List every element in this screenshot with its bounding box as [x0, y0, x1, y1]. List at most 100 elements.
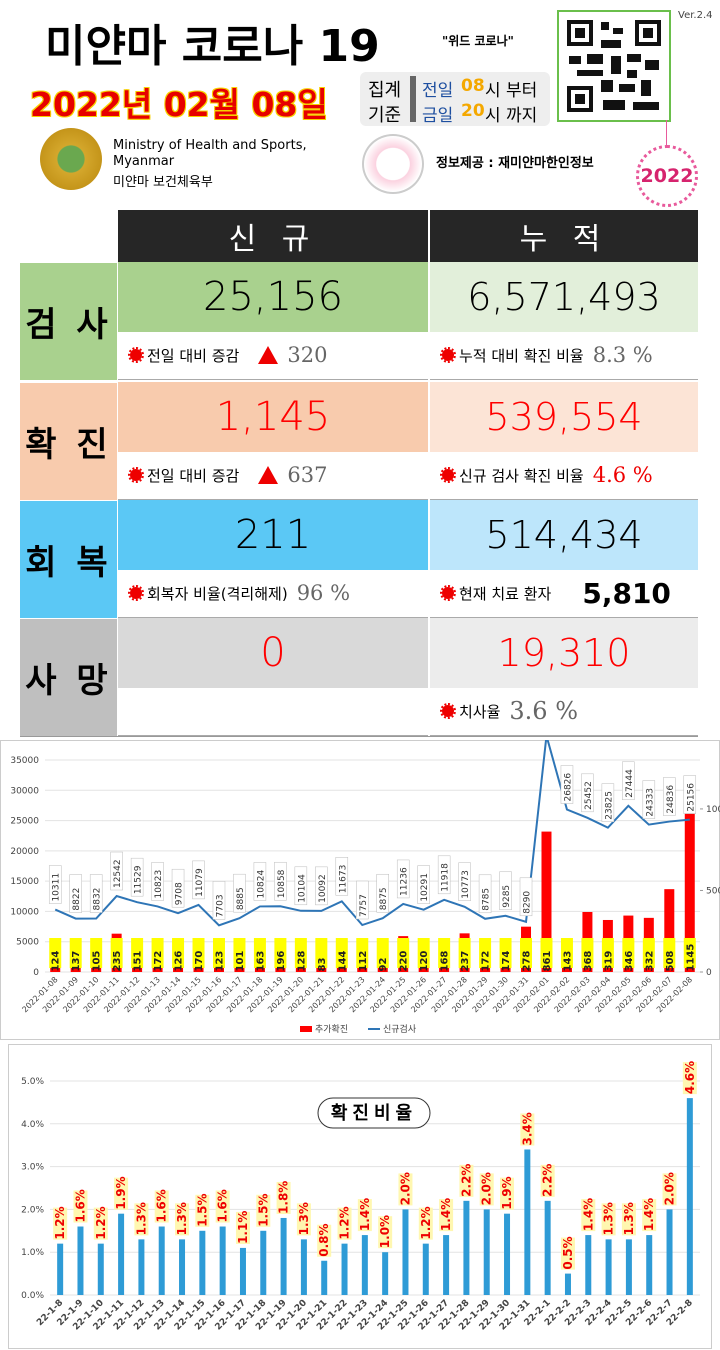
note: 치사율 3.6 % [440, 696, 578, 726]
bar [585, 1235, 592, 1295]
value-label-bg [663, 938, 676, 968]
note-icon [128, 467, 144, 483]
bar [260, 1230, 267, 1295]
value-label-bg [642, 938, 655, 968]
value-label: 101 [235, 951, 246, 972]
value-label-bg [376, 873, 389, 913]
value-label: 10824 [256, 870, 266, 899]
value-label-bg [357, 1199, 372, 1232]
bar [158, 1226, 165, 1295]
value-label: 1145 [685, 944, 696, 972]
value-label: 1.9% [114, 1176, 128, 1209]
value-label-bg [212, 881, 226, 920]
value-label-bg [458, 862, 471, 901]
new-value: 211 [118, 500, 428, 570]
value-label: 1.5% [195, 1194, 209, 1227]
bar [138, 1239, 145, 1295]
value-label-bg [378, 1216, 393, 1249]
bar [97, 1243, 104, 1295]
note-value: 8.3 % [592, 343, 653, 367]
row-divider [118, 379, 698, 380]
value-label-bg [131, 938, 144, 968]
value-label-bg [315, 866, 328, 906]
note-icon [128, 347, 144, 363]
value-label: 0.8% [317, 1223, 331, 1256]
value-label-bg [276, 1181, 291, 1214]
y-tick-label: 10000 [10, 907, 39, 917]
value-label-bg [171, 868, 185, 908]
new-value: 0 [118, 618, 428, 688]
value-label-bg [256, 1194, 271, 1227]
value-label: 278 [522, 951, 533, 972]
value-label: 4.6% [683, 1061, 697, 1094]
value-label: 1.2% [338, 1206, 352, 1239]
value-label: 1.2% [419, 1206, 433, 1239]
note-value: 320 [287, 343, 328, 367]
value-label-bg [130, 857, 144, 897]
value-label-bg [215, 1190, 230, 1223]
version: Ver.2.4 [678, 10, 713, 21]
column-header: 누 적 [430, 210, 698, 262]
value-label-bg [89, 874, 103, 913]
total-value: 514,434 [430, 500, 698, 570]
value-label-bg [540, 938, 553, 968]
chart-title: 확진비율 [331, 1103, 417, 1124]
value-label: 237 [460, 951, 471, 972]
bar [463, 1200, 470, 1295]
value-label: 174 [501, 951, 512, 972]
value-label: 2.0% [663, 1172, 677, 1205]
value-label-bg [90, 938, 103, 968]
bar [57, 1243, 64, 1295]
new-value: 25,156 [118, 262, 428, 332]
value-label-bg [662, 1173, 677, 1206]
value-label: 1.4% [439, 1198, 453, 1231]
row-label: 검 사 [20, 262, 117, 380]
value-label-bg [69, 874, 82, 913]
value-label: 2.0% [480, 1172, 494, 1205]
value-label: 27444 [625, 769, 635, 798]
period-label: 기준 [368, 105, 402, 126]
value-label-bg [500, 1177, 515, 1210]
value-label: 10311 [52, 873, 62, 902]
value-label-bg [479, 938, 492, 968]
value-label-bg [233, 873, 246, 913]
y-tick-label: 20000 [10, 847, 39, 857]
value-label: 10104 [297, 874, 307, 903]
value-label-bg [274, 938, 287, 968]
y-tick-label: 35000 [10, 756, 39, 766]
value-label: 24333 [645, 788, 655, 817]
value-label: 10291 [420, 873, 430, 902]
value-label: 83 [317, 958, 328, 972]
value-label: 163 [255, 951, 266, 972]
bar [300, 1239, 307, 1295]
value-label: 1.6% [216, 1189, 230, 1222]
y-tick-label: 4.0% [21, 1120, 44, 1130]
value-label: 12542 [113, 859, 123, 888]
note-icon [440, 347, 456, 363]
value-label-bg [622, 761, 635, 801]
value-label: 123 [214, 951, 225, 972]
y-tick-label: 5.0% [21, 1077, 44, 1087]
y-tick-label: 25000 [10, 817, 39, 827]
partner-logo [362, 134, 424, 194]
value-label: 2.2% [459, 1164, 473, 1197]
value-label-bg [315, 938, 328, 968]
value-label-bg [192, 860, 205, 900]
bar [77, 1226, 84, 1295]
value-label: 172 [153, 951, 164, 972]
note-label: 신규 검사 확진 비율 [459, 466, 584, 485]
value-label: 1.4% [642, 1198, 656, 1231]
value-label: 168 [440, 951, 451, 972]
qr-code [557, 10, 671, 122]
period-day: 전일 [422, 81, 454, 101]
value-label: 1.6% [73, 1189, 87, 1222]
period-suffix: 시 부터 [485, 81, 538, 101]
value-label: 220 [399, 951, 410, 972]
note-label: 누적 대비 확진 비율 [459, 346, 584, 365]
value-label: 128 [296, 951, 307, 972]
legend-label: 신규검사 [383, 1023, 417, 1035]
value-label-bg [437, 855, 451, 895]
note-icon [440, 585, 456, 601]
value-label: 92 [378, 958, 389, 972]
value-label-bg [438, 938, 451, 968]
